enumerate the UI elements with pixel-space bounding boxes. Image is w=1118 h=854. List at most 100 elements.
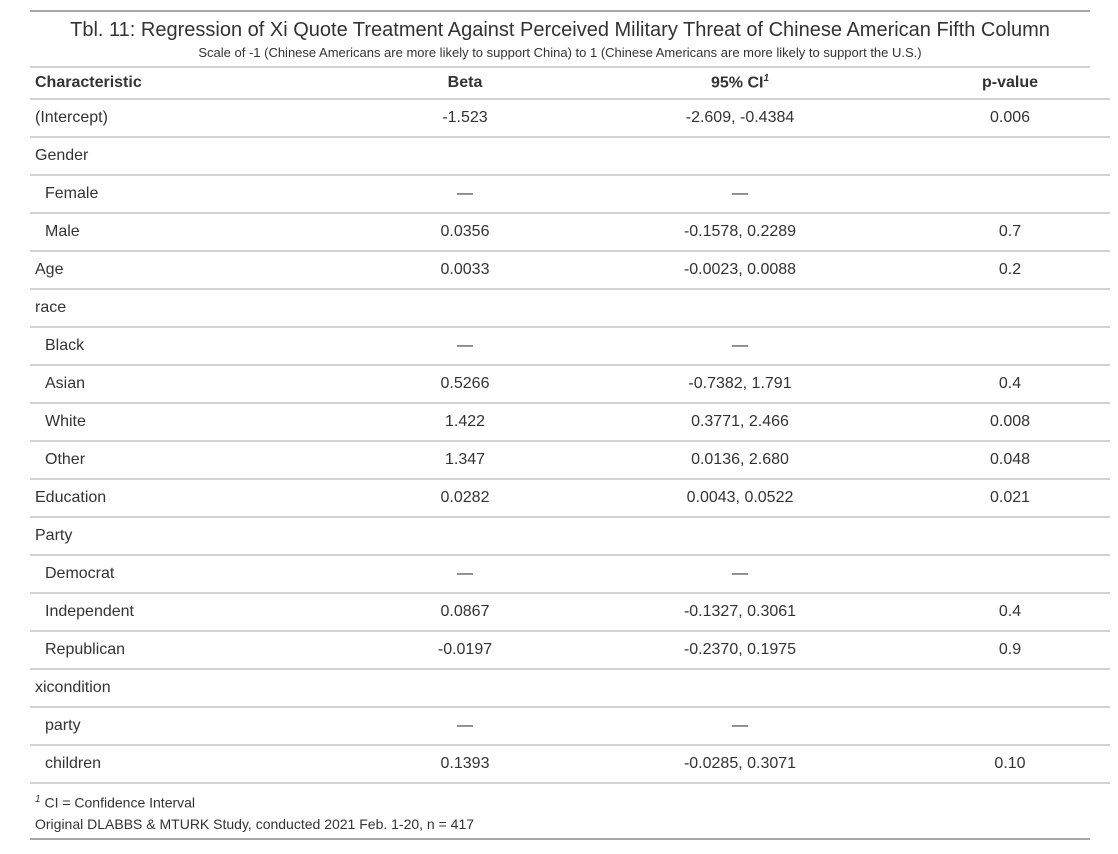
- row-beta: 0.1393: [360, 745, 570, 784]
- table-row: Female — —: [30, 175, 1110, 214]
- table-row: White 1.422 0.3771, 2.466 0.008: [30, 403, 1110, 442]
- row-pvalue: [910, 327, 1110, 366]
- footnote-text: CI = Confidence Interval: [44, 794, 196, 811]
- header-characteristic: Characteristic: [30, 68, 360, 100]
- table-row: children 0.1393 -0.0285, 0.3071 0.10: [30, 745, 1110, 784]
- row-label: Democrat: [30, 555, 360, 594]
- table-row: Age 0.0033 -0.0023, 0.0088 0.2: [30, 251, 1110, 290]
- row-ci: [570, 289, 910, 328]
- row-ci: [570, 517, 910, 556]
- row-pvalue: [910, 555, 1110, 594]
- row-pvalue: [910, 137, 1110, 176]
- row-label: Republican: [30, 631, 360, 670]
- table-row: Black — —: [30, 327, 1110, 366]
- top-rule: [30, 10, 1090, 12]
- row-label: Independent: [30, 593, 360, 632]
- source-note: Original DLABBS & MTURK Study, conducted…: [30, 812, 1090, 840]
- row-pvalue: 0.10: [910, 745, 1110, 784]
- row-beta: [360, 669, 570, 708]
- row-pvalue: [910, 175, 1110, 214]
- regression-table: Characteristic Beta 95% CI1 p-value (Int…: [30, 68, 1110, 784]
- row-beta: —: [360, 327, 570, 366]
- row-beta: 0.0867: [360, 593, 570, 632]
- row-label: race: [30, 289, 360, 328]
- row-beta: —: [360, 707, 570, 746]
- row-beta: [360, 289, 570, 328]
- row-beta: [360, 137, 570, 176]
- header-pvalue: p-value: [910, 68, 1110, 100]
- row-ci: -0.1327, 0.3061: [570, 593, 910, 632]
- table-row: Democrat — —: [30, 555, 1110, 594]
- table-row: Other 1.347 0.0136, 2.680 0.048: [30, 441, 1110, 480]
- row-ci: —: [570, 327, 910, 366]
- row-beta: 1.422: [360, 403, 570, 442]
- row-pvalue: [910, 517, 1110, 556]
- header-beta: Beta: [360, 68, 570, 100]
- table-row: Independent 0.0867 -0.1327, 0.3061 0.4: [30, 593, 1110, 632]
- table-row: Asian 0.5266 -0.7382, 1.791 0.4: [30, 365, 1110, 404]
- row-pvalue: 0.048: [910, 441, 1110, 480]
- row-ci: -0.7382, 1.791: [570, 365, 910, 404]
- row-label: party: [30, 707, 360, 746]
- row-ci: -0.1578, 0.2289: [570, 213, 910, 252]
- row-label: children: [30, 745, 360, 784]
- row-ci: -0.0285, 0.3071: [570, 745, 910, 784]
- row-ci: 0.0136, 2.680: [570, 441, 910, 480]
- table-row: party — —: [30, 707, 1110, 746]
- row-ci: -0.2370, 0.1975: [570, 631, 910, 670]
- row-label: White: [30, 403, 360, 442]
- row-beta: 1.347: [360, 441, 570, 480]
- row-ci: -0.0023, 0.0088: [570, 251, 910, 290]
- row-ci: —: [570, 175, 910, 214]
- row-label: Education: [30, 479, 360, 518]
- table-row: Republican -0.0197 -0.2370, 0.1975 0.9: [30, 631, 1110, 670]
- row-beta: —: [360, 555, 570, 594]
- row-label: (Intercept): [30, 99, 360, 138]
- row-beta: [360, 517, 570, 556]
- row-ci: —: [570, 707, 910, 746]
- row-label: Gender: [30, 137, 360, 176]
- table-row: Gender: [30, 137, 1110, 176]
- table-row: (Intercept) -1.523 -2.609, -0.4384 0.006: [30, 99, 1110, 138]
- row-pvalue: 0.008: [910, 403, 1110, 442]
- table-title: Tbl. 11: Regression of Xi Quote Treatmen…: [70, 19, 1050, 41]
- row-ci: [570, 137, 910, 176]
- row-label: Female: [30, 175, 360, 214]
- header-ci-footnote-mark: 1: [763, 73, 770, 85]
- table-row: Education 0.0282 0.0043, 0.0522 0.021: [30, 479, 1110, 518]
- header-ci: 95% CI1: [570, 68, 910, 100]
- row-label: Party: [30, 517, 360, 556]
- row-pvalue: 0.4: [910, 593, 1110, 632]
- row-pvalue: 0.4: [910, 365, 1110, 404]
- footnote: 1 CI = Confidence Interval: [30, 788, 1090, 812]
- row-label: Age: [30, 251, 360, 290]
- header-row: Characteristic Beta 95% CI1 p-value: [30, 68, 1110, 100]
- row-beta: 0.0356: [360, 213, 570, 252]
- row-pvalue: [910, 669, 1110, 708]
- row-ci: [570, 669, 910, 708]
- row-pvalue: [910, 289, 1110, 328]
- table-row: Party: [30, 517, 1110, 556]
- row-pvalue: 0.2: [910, 251, 1110, 290]
- row-label: Black: [30, 327, 360, 366]
- table-row: race: [30, 289, 1110, 328]
- footnote-mark: 1: [35, 794, 41, 805]
- row-label: Other: [30, 441, 360, 480]
- row-pvalue: 0.006: [910, 99, 1110, 138]
- row-ci: 0.0043, 0.0522: [570, 479, 910, 518]
- row-pvalue: 0.7: [910, 213, 1110, 252]
- row-beta: -0.0197: [360, 631, 570, 670]
- row-beta: 0.5266: [360, 365, 570, 404]
- row-ci: -2.609, -0.4384: [570, 99, 910, 138]
- row-beta: 0.0282: [360, 479, 570, 518]
- row-label: xicondition: [30, 669, 360, 708]
- row-pvalue: [910, 707, 1110, 746]
- row-ci: —: [570, 555, 910, 594]
- row-pvalue: 0.021: [910, 479, 1110, 518]
- table-subtitle: Scale of -1 (Chinese Americans are more …: [30, 44, 1090, 68]
- row-beta: —: [360, 175, 570, 214]
- row-pvalue: 0.9: [910, 631, 1110, 670]
- row-label: Male: [30, 213, 360, 252]
- regression-table-container: Tbl. 11: Regression of Xi Quote Treatmen…: [30, 10, 1110, 840]
- row-label: Asian: [30, 365, 360, 404]
